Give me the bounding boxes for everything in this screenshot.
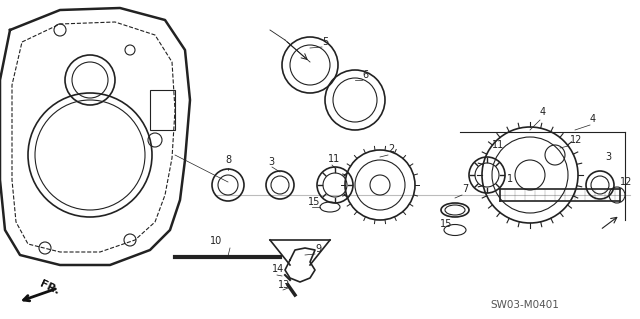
Text: 5: 5 <box>322 37 328 47</box>
Bar <box>150 90 175 130</box>
Text: 1: 1 <box>507 174 513 184</box>
Text: 4: 4 <box>590 114 596 124</box>
Text: 9: 9 <box>315 244 321 254</box>
Text: 6: 6 <box>362 70 368 80</box>
Text: 11: 11 <box>492 140 504 150</box>
Text: 11: 11 <box>328 154 340 164</box>
Text: 15: 15 <box>308 197 321 207</box>
Text: 3: 3 <box>605 152 611 162</box>
Text: 15: 15 <box>440 219 452 229</box>
Text: SW03-M0401: SW03-M0401 <box>490 300 559 310</box>
Text: 13: 13 <box>278 280 291 290</box>
Text: FR.: FR. <box>38 278 61 296</box>
Text: 2: 2 <box>388 144 394 154</box>
Text: 12: 12 <box>620 177 632 187</box>
Text: 3: 3 <box>268 157 274 167</box>
Text: 10: 10 <box>210 236 222 246</box>
Text: 7: 7 <box>462 184 468 194</box>
Text: 12: 12 <box>570 135 582 145</box>
Text: 14: 14 <box>272 264 284 274</box>
Text: 4: 4 <box>540 107 546 117</box>
Text: 8: 8 <box>225 155 231 165</box>
